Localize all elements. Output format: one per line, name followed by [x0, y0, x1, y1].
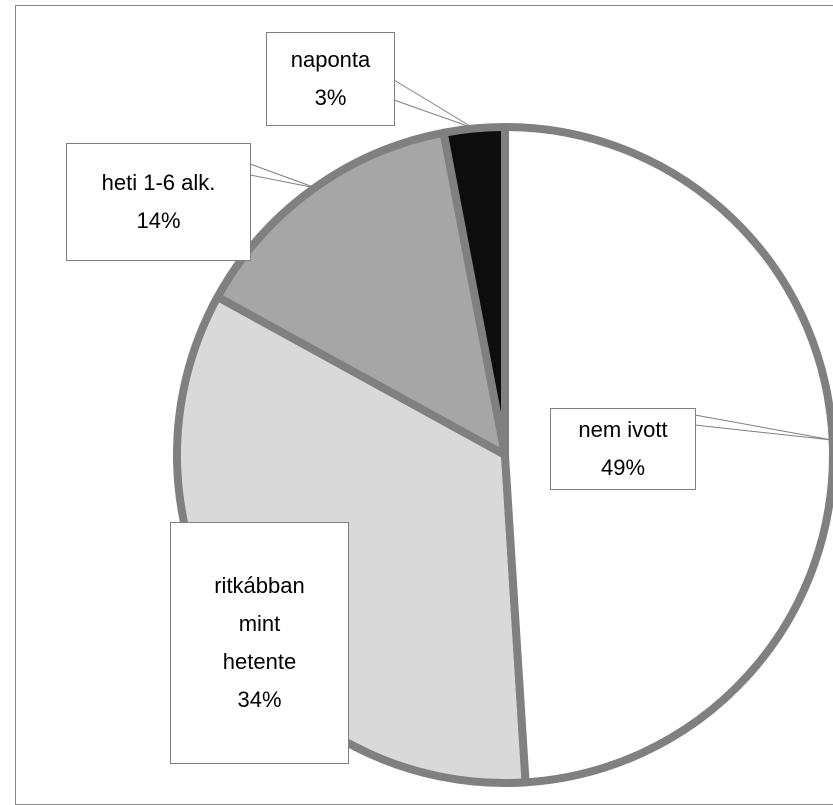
- value-label: 34%: [237, 687, 282, 712]
- data-label: ritkábban mint hetente 34%: [170, 522, 349, 764]
- category-label: naponta: [290, 47, 371, 72]
- leader-line: [694, 414, 833, 441]
- leader-line: [249, 174, 317, 189]
- data-label: nem ivott 49%: [550, 408, 696, 490]
- pie-slice: [213, 128, 509, 459]
- data-label: heti 1-6 alk. 14%: [66, 143, 251, 261]
- leader-line: [694, 424, 833, 441]
- value-label: 14%: [136, 208, 181, 233]
- category-label: nem ivott: [578, 417, 668, 442]
- value-label: 49%: [600, 455, 646, 480]
- category-label: heti 1-6 alk.: [101, 170, 216, 195]
- leader-line: [249, 163, 317, 189]
- leader-line: [393, 99, 477, 130]
- data-label: naponta 3%: [266, 32, 395, 126]
- value-label: 3%: [314, 85, 347, 110]
- category-label: ritkábban mint hetente: [214, 573, 305, 674]
- leader-line: [393, 79, 471, 127]
